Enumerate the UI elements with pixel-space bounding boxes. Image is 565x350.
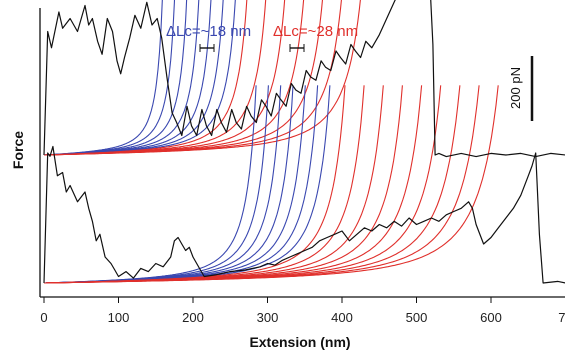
fit-curve-bottom-red — [44, 85, 384, 284]
fit-curve-bottom-red — [44, 85, 403, 284]
annotation-blue: ΔLc=~18 nm — [166, 23, 251, 40]
force-scale-bar: 200 pN — [508, 56, 534, 121]
fit-curve-bottom-blue — [44, 85, 269, 284]
annotation-red: ΔLc=~28 nm — [273, 23, 358, 40]
delta-lc-annotations: ΔLc=~18 nm ΔLc=~28 nm — [166, 23, 358, 52]
fit-curve-bottom-red — [44, 85, 346, 284]
delta-marker-red — [289, 44, 305, 52]
x-tick-label: 70 — [558, 310, 565, 325]
x-tick-label: 200 — [182, 310, 204, 325]
force-trace-bottom — [43, 145, 565, 284]
x-axis-title: Extension (nm) — [249, 334, 350, 350]
x-tick-label: 100 — [108, 310, 130, 325]
x-tick-label: 0 — [40, 310, 47, 325]
force-traces — [43, 0, 565, 284]
x-tick-label: 600 — [480, 310, 502, 325]
x-tick-label: 500 — [406, 310, 428, 325]
fit-curve-bottom-blue — [44, 85, 294, 284]
fit-curve-bottom-red — [44, 85, 480, 284]
fit-curve-top-blue — [44, 0, 176, 156]
y-axis-title: Force — [10, 131, 26, 169]
fit-curve-bottom-red — [44, 85, 461, 284]
fit-curve-bottom-red — [44, 85, 499, 284]
delta-marker-blue — [199, 44, 215, 52]
fit-curve-top-red — [44, 0, 361, 156]
force-trace-top — [43, 0, 565, 158]
x-ticks: 0 100 200 300 400 500 600 70 — [40, 297, 565, 325]
fit-curve-bottom-red — [44, 85, 423, 284]
x-tick-label: 300 — [257, 310, 279, 325]
x-tick-label: 400 — [331, 310, 353, 325]
fit-curve-bottom-blue — [44, 85, 331, 284]
scale-bar-label: 200 pN — [508, 67, 523, 109]
wlc-fit-curves — [44, 0, 499, 284]
